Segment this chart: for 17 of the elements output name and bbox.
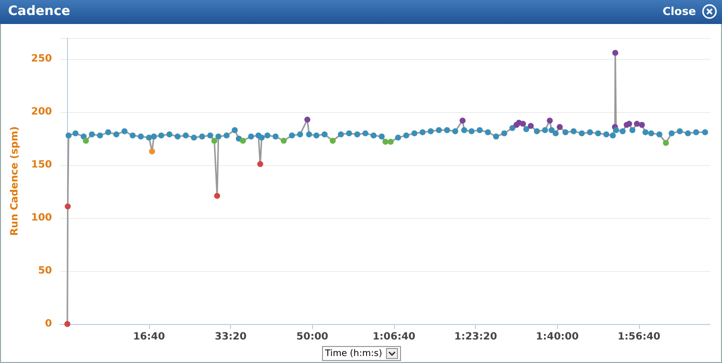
y-tick-label: 150 xyxy=(31,160,52,171)
x-axis-title: Time (h:m:s) xyxy=(325,348,382,358)
x-tick-label: 1:56:40 xyxy=(618,332,660,342)
x-tick-label: 33:20 xyxy=(214,332,247,342)
x-tick-label: 1:06:40 xyxy=(372,332,416,342)
x-tick-label: 16:40 xyxy=(133,332,165,342)
text: Close xyxy=(662,5,696,18)
x-tick-label: 1:23:20 xyxy=(454,332,498,342)
y-tick-label: 100 xyxy=(31,212,52,224)
y-tick-label: 200 xyxy=(31,106,52,118)
x-tick-label: 1:40:00 xyxy=(536,332,579,342)
y-tick-label: 50 xyxy=(38,266,52,277)
y-tick-label: 0 xyxy=(45,318,52,330)
y-tick-label: 250 xyxy=(31,54,52,65)
chart-title: Cadence xyxy=(8,4,70,19)
y-axis-title: Run Cadence (spm) xyxy=(10,126,21,236)
x-tick-label: 50:00 xyxy=(296,332,328,342)
